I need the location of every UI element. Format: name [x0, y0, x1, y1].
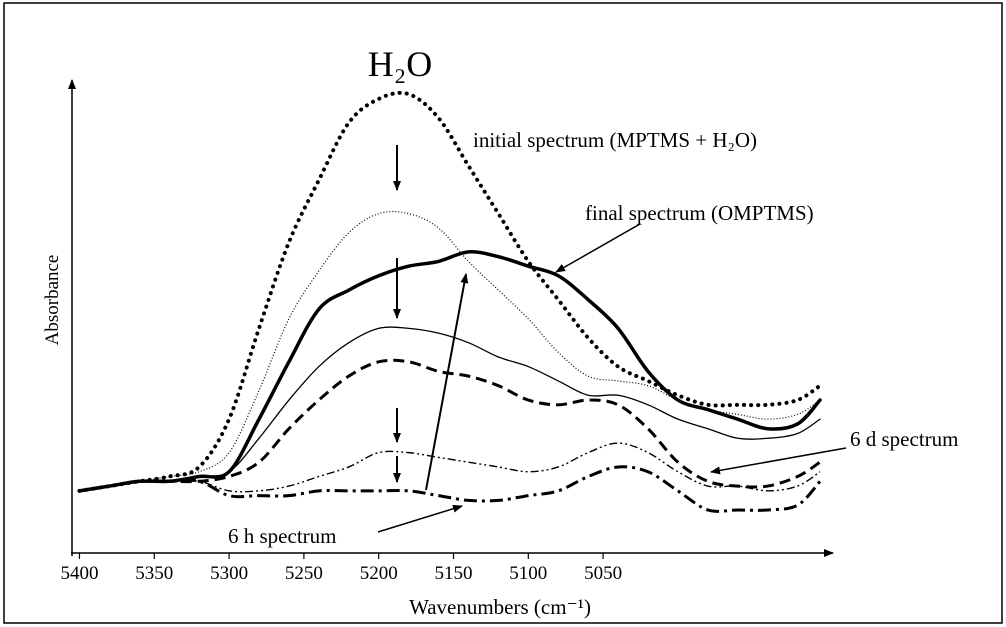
- annotation: 6 d spectrum: [850, 427, 958, 451]
- x-tick-label: 5400: [60, 563, 98, 584]
- spectrum-line: [79, 465, 822, 513]
- arrows: [377, 145, 847, 533]
- x-tick-label: 5150: [435, 563, 473, 584]
- annotation: 6 h spectrum: [228, 524, 336, 548]
- x-tick-label: 5100: [509, 563, 547, 584]
- x-tick-label: 5200: [360, 563, 398, 584]
- arrow: [555, 223, 641, 273]
- arrow: [377, 504, 463, 533]
- spectrum-line: [79, 442, 821, 493]
- y-axis-label: Absorbance: [42, 255, 63, 346]
- spectrum-line: [77, 90, 823, 493]
- x-tick-label: 5050: [584, 563, 622, 584]
- annotation: initial spectrum (MPTMS + H₂O): [473, 128, 757, 152]
- spectrum-line: [78, 326, 821, 492]
- chart-title: H₂O: [368, 44, 433, 84]
- x-tick-label: 5300: [210, 563, 248, 584]
- frame: [3, 2, 1003, 624]
- arrow: [425, 273, 469, 491]
- x-axis-label: Wavenumbers (cm⁻¹): [409, 595, 591, 619]
- spectrum-line: [77, 249, 822, 493]
- annotation: final spectrum (OMPTMS): [585, 201, 814, 225]
- x-tick-label: 5250: [285, 563, 323, 584]
- arrow: [710, 447, 847, 475]
- spectrum-line: [79, 210, 821, 492]
- x-tick-label: 5350: [135, 563, 173, 584]
